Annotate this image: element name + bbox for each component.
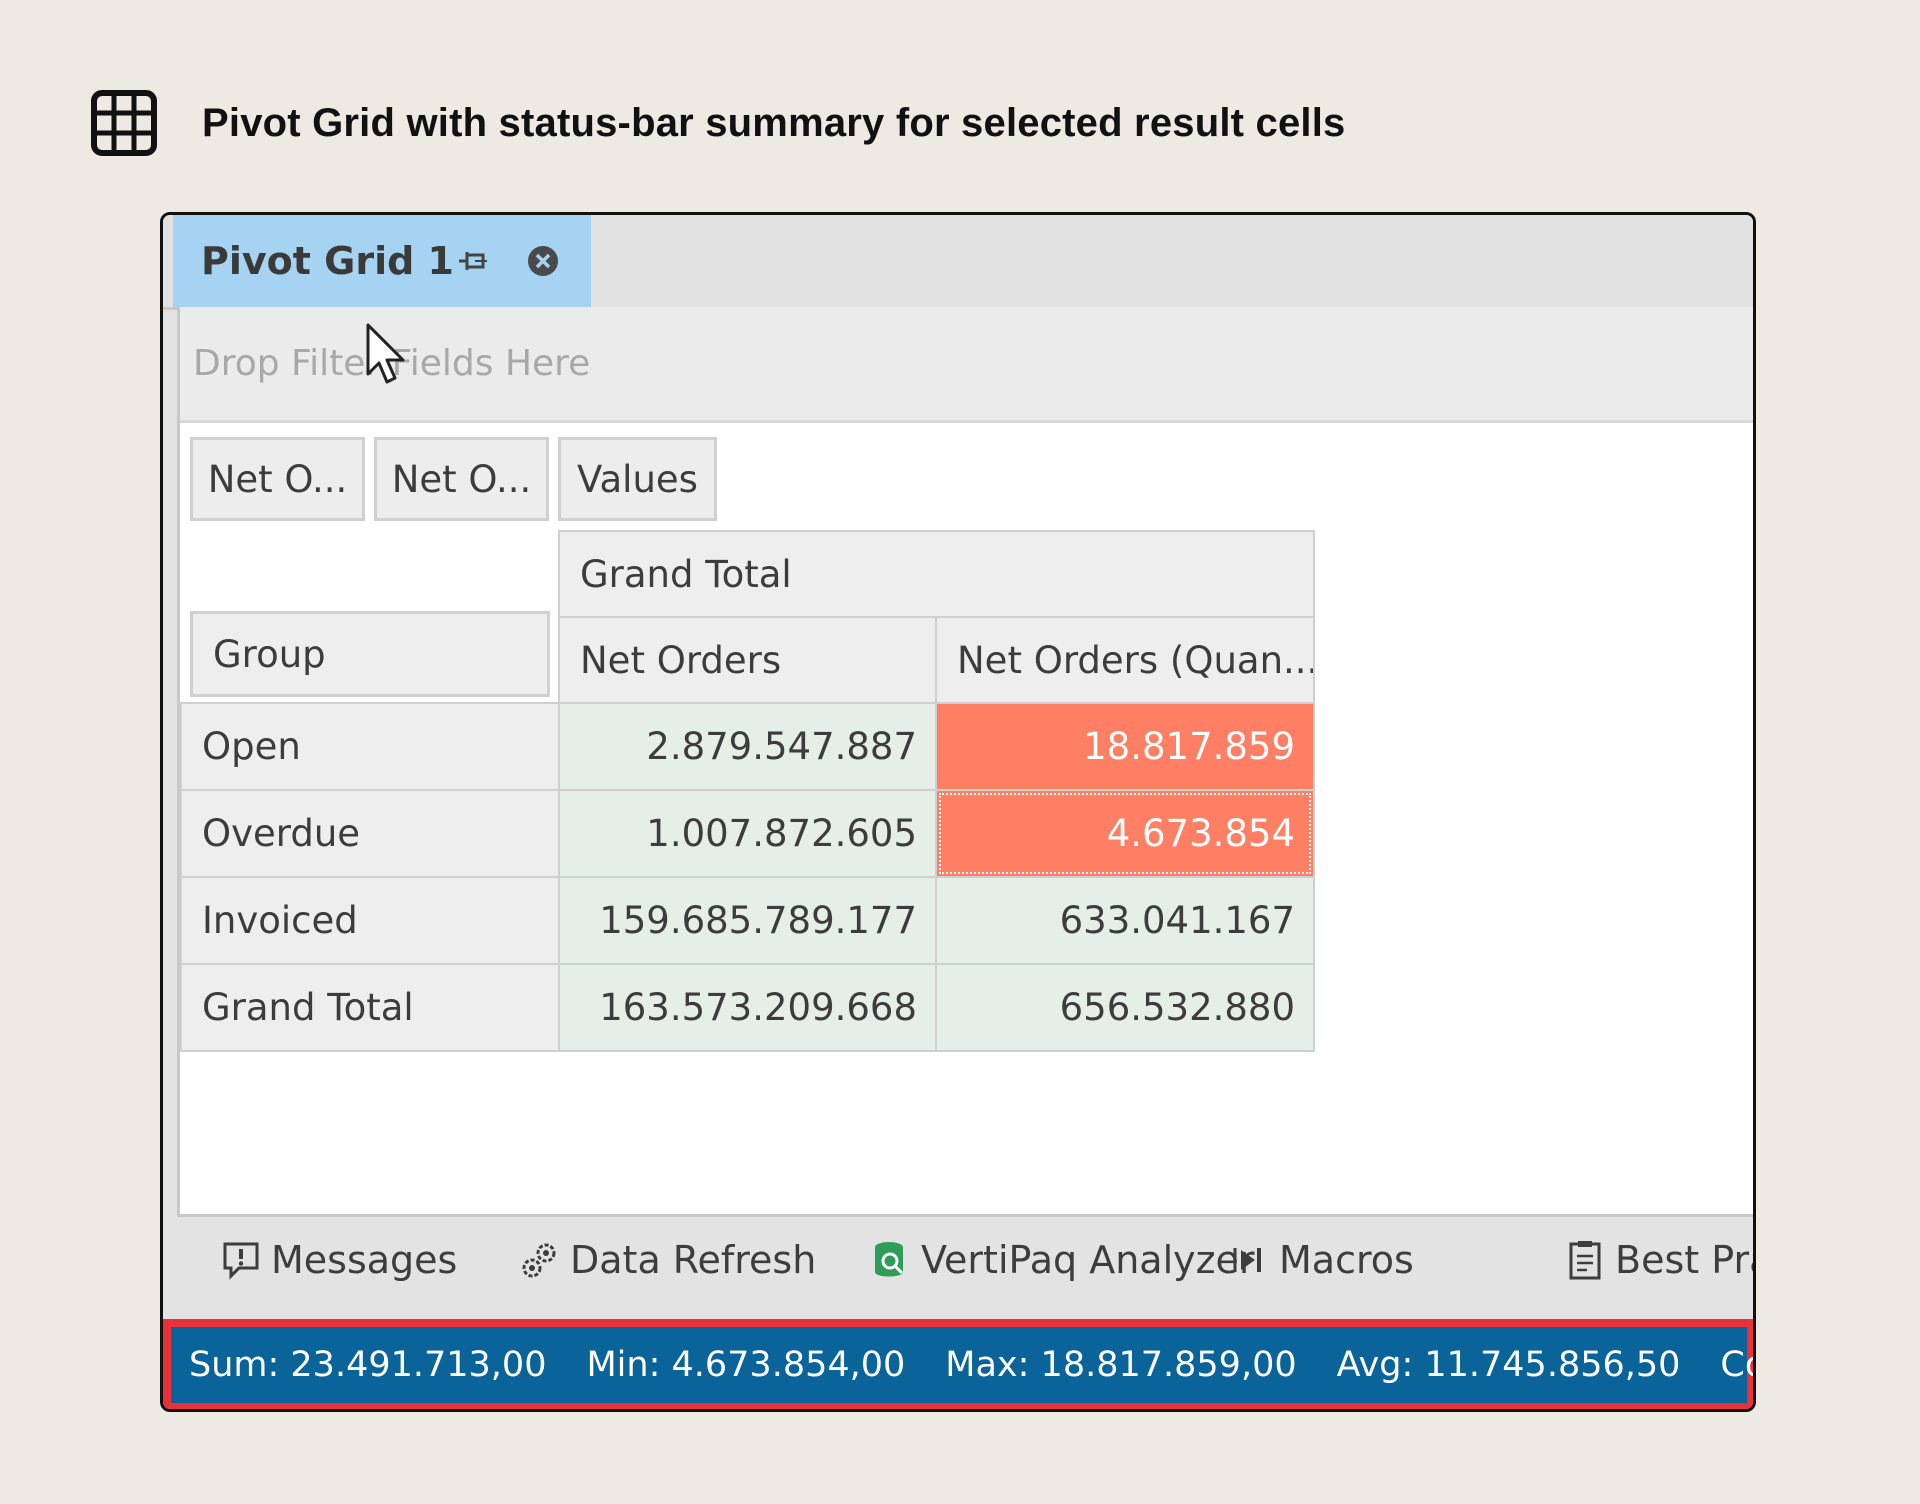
tool-tab-best-practice[interactable]: Best Pra [1563, 1220, 1753, 1300]
play-step-icon [1233, 1248, 1261, 1272]
gears-icon [522, 1243, 556, 1278]
row-label-open[interactable]: Open [180, 702, 560, 791]
data-cell-grand-total[interactable]: 163.573.209.668 [558, 963, 937, 1052]
tab-title: Pivot Grid 1 [201, 239, 454, 283]
pivot-window: Pivot Grid 1 Drop Filter Fields Here Net… [160, 212, 1756, 1412]
grid-icon [91, 90, 157, 156]
data-cell-selected[interactable]: 18.817.859 [935, 702, 1315, 791]
mouse-pointer-icon [366, 323, 405, 384]
caption: Pivot Grid with status-bar summary for s… [90, 88, 1345, 158]
row-label-invoiced[interactable]: Invoiced [180, 876, 560, 965]
data-cell[interactable]: 2.879.547.887 [558, 702, 937, 791]
tool-tab-label: Messages [271, 1238, 458, 1282]
tab-pivot-grid-1[interactable]: Pivot Grid 1 [173, 215, 591, 307]
data-cell-grand-total[interactable]: 656.532.880 [935, 963, 1315, 1052]
data-cell[interactable]: 633.041.167 [935, 876, 1315, 965]
data-cell-selected-focused[interactable]: 4.673.854 [935, 789, 1315, 878]
tool-tab-vertipaq-analyzer[interactable]: VertiPaq Analyzer [869, 1220, 1255, 1300]
column-header-net-orders[interactable]: Net Orders [558, 616, 937, 704]
field-button-net-orders-1[interactable]: Net O... [190, 437, 365, 521]
pivot-grid-panel: Drop Filter Fields Here Net O... Net O..… [177, 307, 1753, 1217]
row-header-group[interactable]: Group [190, 611, 550, 697]
tool-tab-data-refresh[interactable]: Data Refresh [518, 1220, 816, 1300]
pin-icon[interactable] [455, 243, 491, 279]
status-bar-highlight: Sum: 23.491.713,00 Min: 4.673.854,00 Max… [163, 1319, 1753, 1409]
tool-tab-label: Data Refresh [570, 1238, 817, 1282]
filter-drop-zone[interactable]: Drop Filter Fields Here [180, 307, 1753, 423]
tab-bar: Pivot Grid 1 [163, 215, 1753, 310]
close-icon[interactable] [525, 243, 561, 279]
column-group-header[interactable]: Grand Total [558, 530, 1315, 618]
field-button-values[interactable]: Values [558, 437, 717, 521]
column-header-net-orders-quantity[interactable]: Net Orders (Quan... [935, 616, 1315, 704]
data-cell[interactable]: 1.007.872.605 [558, 789, 937, 878]
caption-title: Pivot Grid with status-bar summary for s… [202, 100, 1346, 145]
status-min: Min: 4.673.854,00 [586, 1345, 906, 1385]
tool-tab-label: Best Pra [1615, 1238, 1753, 1282]
clipboard-check-icon [1569, 1241, 1601, 1280]
status-bar: Sum: 23.491.713,00 Min: 4.673.854,00 Max… [171, 1327, 1753, 1403]
database-search-icon [875, 1242, 904, 1277]
tool-tab-label: VertiPaq Analyzer [921, 1238, 1255, 1282]
message-alert-icon [223, 1242, 259, 1280]
data-cell[interactable]: 159.685.789.177 [558, 876, 937, 965]
status-sum: Sum: 23.491.713,00 [189, 1345, 547, 1385]
row-label-overdue[interactable]: Overdue [180, 789, 560, 878]
status-avg: Avg: 11.745.856,50 [1336, 1345, 1681, 1385]
row-label-grand-total[interactable]: Grand Total [180, 963, 560, 1052]
status-max: Max: 18.817.859,00 [945, 1345, 1297, 1385]
tool-tab-macros[interactable]: Macros [1227, 1220, 1414, 1300]
bottom-tool-tabs: Messages Data Refresh VertiPaq Analyzer [163, 1220, 1753, 1300]
tool-tab-label: Macros [1279, 1238, 1414, 1282]
status-count: Count: 2 [1720, 1345, 1753, 1385]
tool-tab-messages[interactable]: Messages [219, 1220, 457, 1300]
field-button-net-orders-2[interactable]: Net O... [374, 437, 549, 521]
